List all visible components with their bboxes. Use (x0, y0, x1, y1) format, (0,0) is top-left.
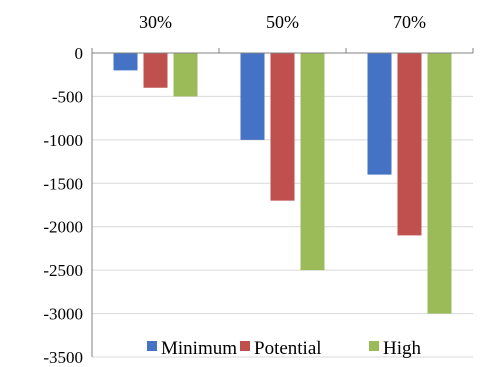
legend-swatch (147, 341, 157, 351)
bar (240, 53, 265, 140)
y-tick-label: -2500 (43, 261, 83, 280)
x-category-label: 30% (139, 12, 172, 32)
bar (427, 53, 452, 314)
legend: Minimum Potential High (147, 338, 422, 359)
y-axis: 0 -500 -1000 -1500 -2000 -2500 -3000 -3500 (43, 44, 93, 367)
x-category-label: 70% (393, 12, 426, 32)
y-tick-label: -500 (52, 87, 83, 106)
legend-label: Minimum (161, 338, 237, 359)
bar (173, 53, 198, 97)
y-tick-label: -2000 (43, 218, 83, 237)
legend-label: Potential (254, 338, 322, 359)
legend-label: High (383, 338, 422, 359)
bar (397, 53, 422, 236)
bar (143, 53, 168, 88)
x-axis: 30% 50% 70% (91, 12, 474, 54)
y-tick-label: -1000 (43, 131, 83, 150)
y-tick-label: -3500 (43, 348, 83, 367)
bar (300, 53, 325, 271)
bar (367, 53, 392, 175)
bars (113, 53, 452, 314)
legend-swatch (240, 341, 250, 351)
y-tick-label: -3000 (43, 305, 83, 324)
x-category-label: 50% (266, 12, 299, 32)
legend-swatch (369, 341, 379, 351)
y-tick-label: -1500 (43, 174, 83, 193)
y-tick-label: 0 (75, 44, 84, 63)
bar (270, 53, 295, 201)
bar (113, 53, 138, 71)
